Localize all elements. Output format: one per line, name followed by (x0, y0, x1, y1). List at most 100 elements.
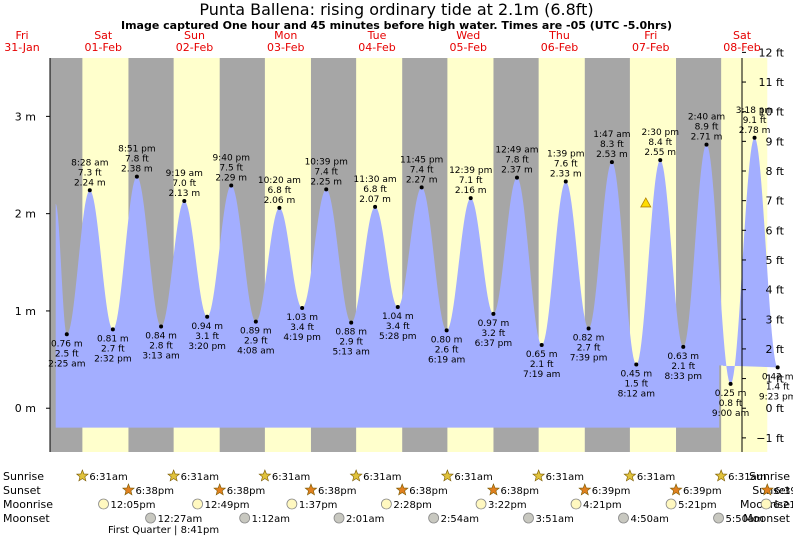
right-axis-tick-label: 8 ft (766, 165, 785, 178)
tide-label: 2.6 ft (435, 345, 459, 355)
left-axis-tick-label: 2 m (15, 208, 36, 221)
right-axis-tick-label: 0 ft (766, 402, 785, 415)
moonset-icon (618, 512, 629, 524)
tide-point (658, 158, 663, 163)
tide-label: 2.16 m (455, 186, 487, 196)
day-date: 04-Feb (358, 41, 395, 54)
tide-label: 7.3 ft (78, 168, 102, 178)
tide-point (444, 328, 449, 333)
sunrise-time: 6:31am (637, 472, 675, 483)
right-axis-tick-label: 5 ft (766, 254, 785, 267)
tide-label: 0.88 m (335, 328, 367, 338)
sunset-time: 6:38pm (409, 486, 448, 497)
moonset-time: 1:12am (252, 514, 290, 525)
moonrise-icon (286, 498, 298, 510)
right-axis-tick-label: 10 ft (759, 106, 785, 119)
tide-label: 2.13 m (168, 189, 200, 199)
tide-label: 9.1 ft (743, 116, 767, 126)
moonset-icon (523, 512, 534, 524)
moonset-icon (239, 512, 251, 524)
tide-point (253, 319, 258, 324)
tide-label: 10:20 am (258, 176, 301, 186)
moonrise-icon (760, 498, 772, 510)
right-axis-tick-label: 9 ft (766, 135, 785, 148)
moonset-time: 2:01am (346, 514, 384, 525)
sunrise-icon (167, 469, 181, 482)
sunset-time: 6:38pm (318, 486, 357, 497)
tide-label: 2.29 m (215, 173, 247, 183)
tide-label: 0.82 m (573, 333, 605, 343)
tide-label: 3.2 ft (482, 329, 506, 339)
moonrise-time: 4:21pm (583, 500, 622, 511)
tide-label: 12:39 pm (449, 166, 492, 176)
tide-label: 0.97 m (478, 319, 510, 329)
tide-label: 4:19 pm (283, 333, 321, 343)
tide-label: 5:13 am (333, 348, 370, 358)
chart-title: Punta Ballena: rising ordinary tide at 2… (199, 0, 594, 19)
tide-label: 2.1 ft (530, 360, 554, 370)
sunset-icon (395, 483, 409, 496)
tide-label: 8:51 pm (118, 145, 156, 155)
sunset-time: 6:38pm (135, 486, 174, 497)
moonset-time: 5:50am (726, 514, 764, 525)
sunset-time: 6:39pm (592, 486, 631, 497)
tide-label: 2:40 am (688, 113, 725, 123)
tide-label: 6.8 ft (268, 186, 292, 196)
tide-label: 9:00 am (712, 409, 749, 419)
sunrise-time: 6:31am (546, 472, 584, 483)
tide-point (87, 188, 92, 193)
tide-label: 12:49 am (495, 146, 538, 156)
tide-label: 3:20 pm (188, 342, 226, 352)
tide-label: 7.6 ft (554, 160, 578, 170)
day-date: 06-Feb (541, 41, 578, 54)
tide-label: 6.8 ft (363, 185, 387, 195)
sunrise-icon (258, 469, 272, 482)
right-axis-tick-label: 1 ft (766, 373, 785, 386)
moonrise-time: 12:49pm (205, 500, 250, 511)
sunrise-icon (75, 469, 89, 482)
right-axis-tick-label: 4 ft (766, 284, 785, 297)
sunrise-time: 6:31am (272, 472, 310, 483)
sunrise-icon (532, 469, 546, 482)
tide-point (159, 324, 164, 329)
sunrise-time: 6:31am (454, 472, 492, 483)
sunset-icon (760, 483, 774, 496)
tide-label: 7.5 ft (219, 163, 243, 173)
tide-label: 2.53 m (596, 150, 628, 160)
tide-point (704, 142, 709, 147)
sunset-icon (304, 483, 318, 496)
tide-label: 8.3 ft (600, 140, 624, 150)
tide-label: 0.8 ft (719, 399, 743, 409)
left-axis-tick-label: 0 m (15, 402, 36, 415)
tide-label: 2.07 m (359, 195, 391, 205)
tide-label: 0.81 m (97, 334, 129, 344)
tide-label: 5:28 pm (379, 332, 417, 342)
sunrise-icon (349, 469, 363, 482)
tide-label: 2.06 m (264, 196, 296, 206)
tide-label: 7.1 ft (459, 176, 483, 186)
tide-label: 4:08 am (237, 347, 274, 357)
day-weekday: Tue (367, 29, 387, 42)
tide-label: 0.25 m (715, 389, 747, 399)
day-weekday: Sat (94, 29, 113, 42)
sunrise-time: 6:31am (89, 472, 127, 483)
right-axis-tick-label: 12 ft (759, 46, 785, 59)
tide-point (491, 311, 496, 316)
tide-label: 3.4 ft (386, 322, 410, 332)
sunrise-time: 6:31am (363, 472, 401, 483)
moonset-time: 3:51am (536, 514, 574, 525)
sunrise-time: 6:31am (181, 472, 219, 483)
right-axis-tick-label: 3 ft (766, 313, 785, 326)
right-axis-tick-label: 11 ft (759, 76, 785, 89)
day-weekday: Sat (733, 29, 752, 42)
day-weekday: Fri (644, 29, 657, 42)
sunset-icon (486, 483, 500, 496)
tide-label: 9:40 pm (212, 153, 250, 163)
tide-label: 2.9 ft (244, 337, 268, 347)
tide-point (205, 314, 210, 319)
moonrise-time: 2:28pm (393, 500, 432, 511)
tide-label: 11:30 am (354, 175, 397, 185)
moon-phase-note: First Quarter | 8:41pm (108, 525, 220, 536)
tide-point (539, 342, 544, 347)
